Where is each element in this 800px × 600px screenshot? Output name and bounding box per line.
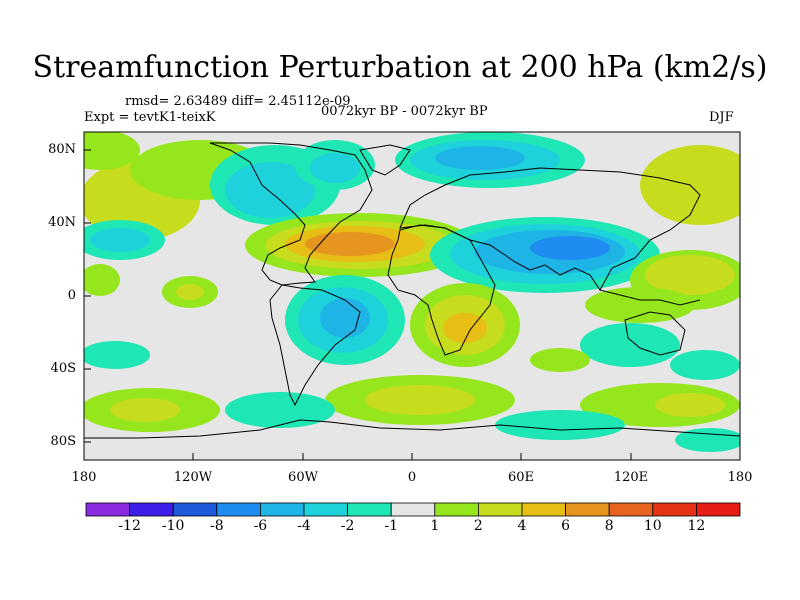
colorbar-swatch (696, 502, 741, 517)
lat-label-40n: 40N (48, 215, 76, 230)
colorbar-swatch (303, 502, 348, 517)
colorbar-label: 2 (473, 518, 483, 534)
colorbar-swatch (608, 502, 654, 517)
period-label: 0072kyr BP - 0072kyr BP (321, 104, 488, 119)
colorbar-label: -1 (384, 518, 398, 534)
axis-ticks (83, 149, 741, 460)
colorbar-swatch (652, 502, 697, 517)
coast-australia (624, 311, 686, 356)
colorbar-swatch (434, 502, 479, 517)
coast-south-america (269, 284, 361, 407)
lat-label-0: 0 (67, 288, 76, 303)
colorbar (85, 502, 741, 517)
coast-greenland (359, 144, 411, 176)
colorbar-swatch (129, 502, 174, 517)
colorbar-label: -6 (253, 518, 268, 534)
colorbar-swatch (216, 502, 261, 517)
lat-label-80s: 80S (50, 434, 76, 449)
colorbar-label: 12 (687, 518, 706, 534)
coast-antarctica (84, 419, 740, 439)
lon-label-120w: 120W (173, 470, 213, 485)
lon-label-180w: 180 (71, 470, 97, 485)
colorbar-label: -12 (118, 518, 141, 534)
colorbar-swatch (521, 502, 566, 517)
colorbar-swatch (347, 502, 392, 517)
colorbar-label: -2 (340, 518, 355, 534)
colorbar-swatch (477, 502, 523, 517)
colorbar-swatch (259, 502, 305, 517)
colorbar-label: 4 (517, 518, 527, 534)
lon-label-60w: 60W (288, 470, 318, 485)
lat-label-40s: 40S (50, 361, 76, 376)
chart-title: Streamfunction Perturbation at 200 hPa (… (32, 50, 768, 85)
colorbar-label: -4 (297, 518, 311, 534)
colorbar-label: 8 (604, 518, 614, 534)
colorbar-label: -10 (161, 518, 185, 534)
lon-label-0: 0 (407, 470, 417, 485)
colorbar-label: -8 (209, 518, 224, 534)
coast-eurasia (399, 167, 701, 291)
lat-label-80n: 80N (48, 142, 76, 157)
lon-label-60e: 60E (507, 470, 535, 485)
experiment-label: Expt = tevtK1-teixK (84, 110, 216, 125)
colorbar-swatch (85, 502, 130, 517)
field-contours (84, 132, 740, 452)
colorbar-swatch (390, 502, 436, 517)
colorbar-swatch (565, 502, 610, 517)
coastlines (84, 142, 740, 439)
colorbar-label: 1 (430, 518, 440, 534)
lon-label-180e: 180 (727, 470, 753, 485)
coast-north-america (209, 142, 373, 286)
stats-label: rmsd= 2.63489 diff= 2.45112e-09 (125, 94, 351, 109)
colorbar-label: 6 (561, 518, 571, 534)
coast-indonesia (599, 289, 701, 306)
colorbar-label: 10 (643, 518, 662, 534)
lon-label-120e: 120E (613, 470, 649, 485)
season-label: DJF (709, 110, 734, 125)
colorbar-swatch (172, 502, 218, 517)
